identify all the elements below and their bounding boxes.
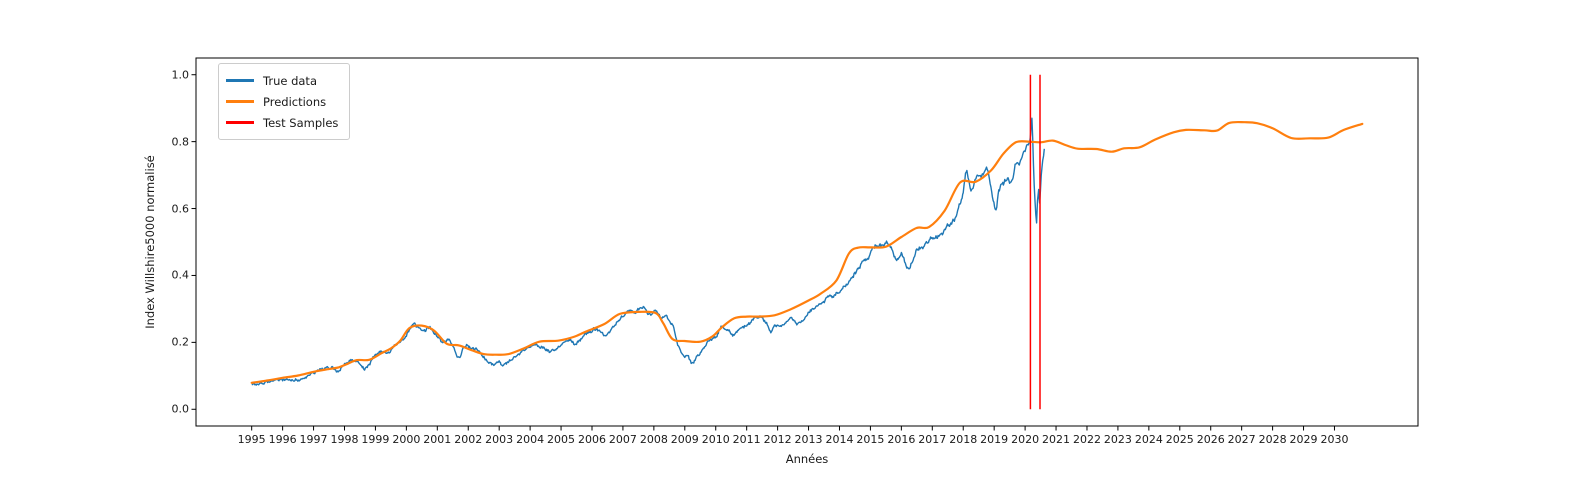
x-tick-label: 2001 xyxy=(423,433,452,446)
x-tick-label: 2025 xyxy=(1165,433,1194,446)
x-tick-label: 2002 xyxy=(454,433,483,446)
legend-item-true-data: True data xyxy=(226,70,338,91)
x-tick-label: 2021 xyxy=(1042,433,1071,446)
x-tick-label: 2012 xyxy=(763,433,792,446)
x-tick-label: 2019 xyxy=(980,433,1009,446)
x-tick-label: 2010 xyxy=(701,433,730,446)
y-tick-label: 0.2 xyxy=(171,335,190,349)
x-tick-label: 2024 xyxy=(1134,433,1163,446)
x-tick-label: 2020 xyxy=(1011,433,1040,446)
x-tick-label: 2017 xyxy=(918,433,947,446)
x-tick-label: 2022 xyxy=(1072,433,1101,446)
x-tick-label: 2016 xyxy=(887,433,916,446)
legend: True data Predictions Test Samples xyxy=(218,63,351,140)
x-tick-label: 2027 xyxy=(1227,433,1256,446)
legend-label-test-samples: Test Samples xyxy=(263,115,339,130)
legend-item-predictions: Predictions xyxy=(226,91,338,112)
y-axis-label: Index Willshire5000 normalisé xyxy=(143,155,157,329)
x-tick-label: 2009 xyxy=(670,433,699,446)
x-tick-label: 2030 xyxy=(1320,433,1349,446)
y-tick-label: 1.0 xyxy=(171,68,190,82)
x-tick-label: 1999 xyxy=(361,433,390,446)
x-tick-label: 1995 xyxy=(237,433,266,446)
x-tick-label: 2003 xyxy=(485,433,514,446)
x-tick-label: 2015 xyxy=(856,433,885,446)
x-tick-label: 2029 xyxy=(1289,433,1318,446)
legend-item-test-samples: Test Samples xyxy=(226,112,338,133)
test-samples-line-sample xyxy=(226,121,254,124)
x-tick-label: 1996 xyxy=(268,433,297,446)
x-tick-label: 2018 xyxy=(949,433,978,446)
x-tick-label: 2004 xyxy=(516,433,545,446)
true-data-line-sample xyxy=(226,79,254,82)
x-tick-label: 1998 xyxy=(330,433,359,446)
x-tick-label: 2007 xyxy=(608,433,637,446)
axes-frame xyxy=(195,57,1419,427)
legend-label-predictions: Predictions xyxy=(263,94,327,109)
x-tick-label: 2000 xyxy=(392,433,421,446)
x-tick-label: 2006 xyxy=(577,433,606,446)
y-tick-label: 0.4 xyxy=(171,268,190,282)
legend-label-true-data: True data xyxy=(263,73,317,88)
x-axis-label: Années xyxy=(785,452,829,466)
x-tick-label: 2023 xyxy=(1103,433,1132,446)
x-tick-label: 2005 xyxy=(547,433,576,446)
x-tick-label: 2026 xyxy=(1196,433,1225,446)
true-data-line xyxy=(251,117,1045,386)
x-tick-label: 2028 xyxy=(1258,433,1287,446)
y-tick-label: 0.8 xyxy=(171,135,190,149)
x-tick-label: 2011 xyxy=(732,433,761,446)
x-tick-label: 2013 xyxy=(794,433,823,446)
y-tick-label: 0.0 xyxy=(171,402,190,416)
x-tick-label: 1997 xyxy=(299,433,328,446)
x-tick-label: 2008 xyxy=(639,433,668,446)
predictions-line xyxy=(250,120,1364,384)
x-tick-label: 2014 xyxy=(825,433,854,446)
predictions-line-sample xyxy=(226,100,254,103)
y-tick-label: 0.6 xyxy=(171,202,190,216)
